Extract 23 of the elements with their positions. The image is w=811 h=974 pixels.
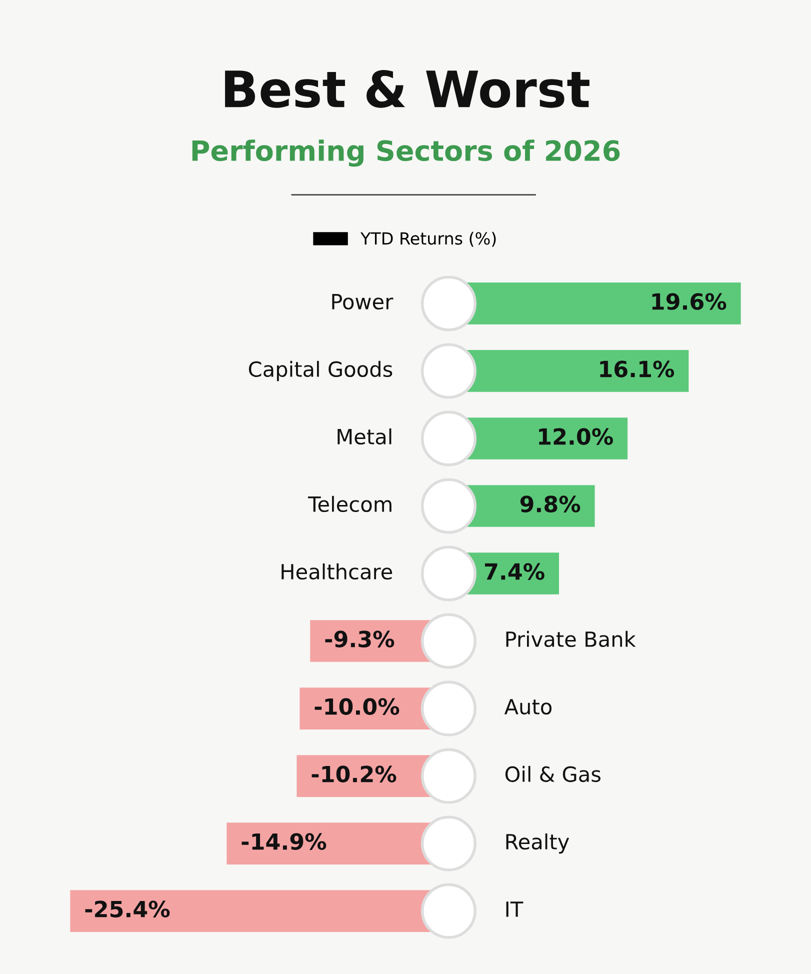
data-label: -25.4% [85, 900, 170, 918]
data-label: 19.6% [652, 293, 726, 310]
data-label: 12.0% [539, 428, 613, 445]
y-tick-label: Capital Goods [248, 360, 392, 382]
y-tick-label: Power [332, 294, 394, 310]
data-label: 9.8% [520, 496, 580, 512]
y-tick-label: Telecom [308, 496, 392, 512]
y-tick-label: Realty [506, 833, 570, 854]
data-label: -14.9% [242, 833, 326, 850]
chart-title: Best & Worst [225, 70, 590, 108]
y-tick-label: Oil & Gas [505, 766, 600, 782]
data-label: 16.1% [600, 360, 674, 378]
chart-subtitle: Performing Sectors of 2026 [192, 140, 620, 167]
y-tick-label: Auto [504, 699, 552, 715]
data-label: -10.0% [314, 698, 400, 715]
data-label: -10.2% [312, 766, 396, 782]
y-tick-label: Metal [338, 428, 392, 445]
text: YTD Returns (%) [360, 232, 496, 247]
data-label: -9.3% [325, 630, 394, 648]
data-label: 7.4% [484, 563, 544, 580]
y-tick-label: Healthcare [282, 563, 392, 580]
y-tick-label: IT [506, 902, 524, 917]
y-tick-label: Private Bank [506, 630, 636, 648]
